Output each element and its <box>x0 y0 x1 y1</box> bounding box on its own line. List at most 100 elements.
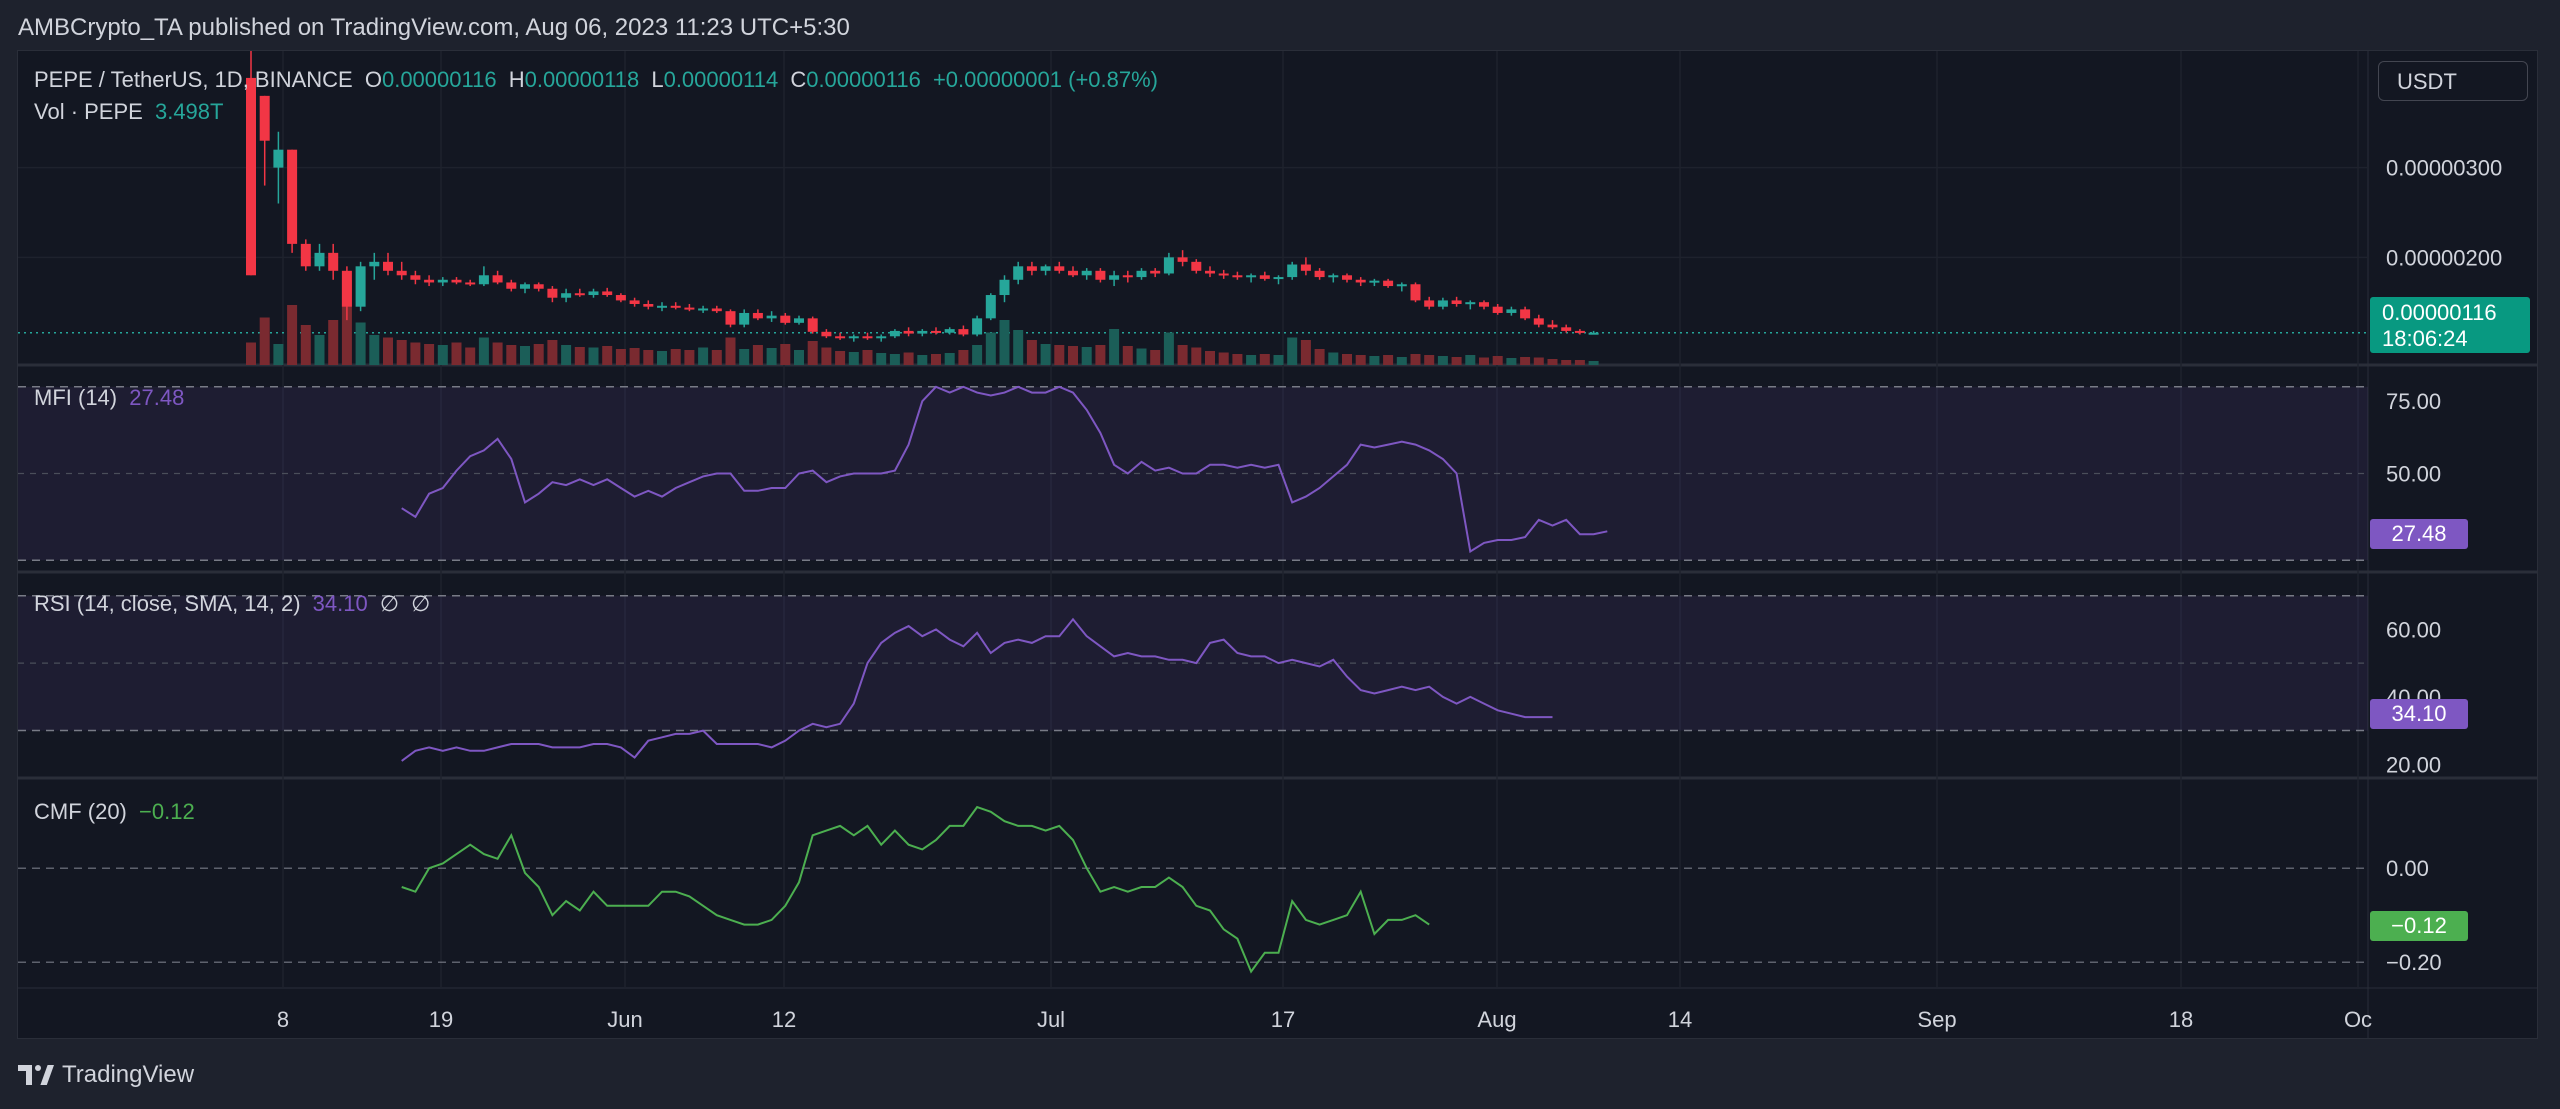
candle-body <box>1095 270 1106 280</box>
x-tick-label: Sep <box>1917 1007 1956 1032</box>
volume-bar <box>1588 361 1599 365</box>
candle-body <box>1054 266 1065 271</box>
volume-legend: Vol · PEPE 3.498T <box>34 99 229 125</box>
volume-bar <box>1300 340 1311 365</box>
volume-bar <box>1369 356 1380 365</box>
candle-body <box>465 282 476 285</box>
x-tick-label: Oc <box>2344 1007 2372 1032</box>
volume-bar <box>547 340 558 365</box>
chart-frame[interactable]: 8 19 Jun 12 Jul 17 Aug 14 Sep 18 Oc 0.00000300 0.000… <box>17 50 2538 1039</box>
candle-body <box>602 291 613 296</box>
candle-body <box>547 288 558 298</box>
candle-body <box>1396 284 1407 287</box>
close-value: 0.00000116 <box>806 67 921 92</box>
volume-label[interactable]: Vol · PEPE <box>34 99 143 124</box>
open-value: 0.00000116 <box>381 67 497 92</box>
candle-body <box>835 336 846 339</box>
chart-canvas[interactable]: 8 19 Jun 12 Jul 17 Aug 14 Sep 18 Oc0.000003000.000… <box>18 51 2538 1039</box>
x-tick-label: 17 <box>1271 1007 1295 1032</box>
rsi-label[interactable]: RSI (14, close, SMA, 14, 2) <box>34 591 301 616</box>
volume-bar <box>1328 352 1339 365</box>
volume-bar <box>985 332 996 365</box>
candle-body <box>328 252 339 271</box>
volume-bar <box>615 349 626 365</box>
candle-body <box>478 275 489 285</box>
candle-body <box>985 295 996 319</box>
candle-body <box>451 279 462 283</box>
volume-bar <box>341 280 352 365</box>
volume-value: 3.498T <box>154 99 224 124</box>
volume-bar <box>300 325 311 365</box>
x-tick-label: Jun <box>607 1007 642 1032</box>
volume-bar <box>396 340 407 365</box>
volume-bar <box>821 347 832 365</box>
rsi-value: 34.10 <box>312 591 368 616</box>
volume-bar <box>752 345 763 365</box>
volume-bar <box>1465 355 1476 365</box>
candle-body <box>657 305 667 308</box>
candle-body <box>1451 300 1462 304</box>
x-tick-label: 14 <box>1668 1007 1692 1032</box>
volume-bar <box>1273 355 1284 365</box>
volume-bar <box>520 346 530 365</box>
candle-body <box>972 318 983 335</box>
volume-bar <box>369 335 380 365</box>
volume-bar <box>1396 357 1407 365</box>
volume-bar <box>355 322 366 365</box>
volume-bar <box>424 344 435 365</box>
candle-body <box>410 275 421 280</box>
volume-bar <box>1533 357 1544 365</box>
candle-body <box>520 284 530 289</box>
candle-body <box>862 336 873 339</box>
candle-body <box>1369 280 1380 283</box>
candle-body <box>1218 273 1229 276</box>
volume-bar <box>1547 359 1558 365</box>
candle-body <box>1191 261 1202 271</box>
candle-body <box>1424 300 1435 307</box>
volume-bar <box>1437 356 1448 365</box>
candle-body <box>643 303 654 307</box>
candle-body <box>1068 270 1078 276</box>
volume-bar <box>711 350 722 365</box>
candle-body <box>1479 302 1489 307</box>
candle-body <box>1300 264 1311 271</box>
volume-bar <box>1287 337 1298 365</box>
candle-body <box>1588 332 1599 335</box>
volume-bar <box>246 342 256 365</box>
candle-body <box>492 275 503 283</box>
volume-bar <box>1013 330 1024 365</box>
x-tick-label: Aug <box>1477 1007 1516 1032</box>
cmf-label[interactable]: CMF (20) <box>34 799 127 824</box>
candle-body <box>287 149 298 244</box>
mfi-label[interactable]: MFI (14) <box>34 385 118 410</box>
price-legend: PEPE / TetherUS, 1D, BINANCE O0.00000116… <box>34 67 1164 93</box>
rsi-tick-label: 60.00 <box>2386 617 2441 642</box>
volume-bar <box>465 347 476 365</box>
volume-bar <box>1246 355 1257 365</box>
candle-body <box>1232 275 1243 278</box>
cmf-line <box>401 805 1430 974</box>
volume-bar <box>287 305 298 365</box>
volume-bar <box>862 350 873 365</box>
candle-body <box>670 305 681 308</box>
volume-bar <box>561 345 572 365</box>
candle-body <box>1040 266 1051 271</box>
rsi-tick-label: 20.00 <box>2386 752 2441 777</box>
volume-bar <box>657 351 667 365</box>
candle-body <box>1026 266 1037 271</box>
candle-body <box>1259 275 1270 279</box>
candle-countdown: 18:06:24 <box>2382 326 2468 351</box>
candle-body <box>999 279 1010 296</box>
currency-button[interactable]: USDT <box>2378 61 2528 101</box>
candle-body <box>300 243 311 267</box>
volume-bar <box>506 345 517 365</box>
volume-bar <box>835 351 846 365</box>
tradingview-logo[interactable]: TradingView <box>18 1061 194 1089</box>
candle-body <box>533 284 544 289</box>
candle-body <box>561 293 572 298</box>
volume-bar <box>1191 347 1202 365</box>
symbol-label[interactable]: PEPE / TetherUS, 1D, BINANCE <box>34 67 353 92</box>
volume-bar <box>1177 345 1188 365</box>
candle-body <box>931 330 941 333</box>
volume-bar <box>807 341 818 365</box>
